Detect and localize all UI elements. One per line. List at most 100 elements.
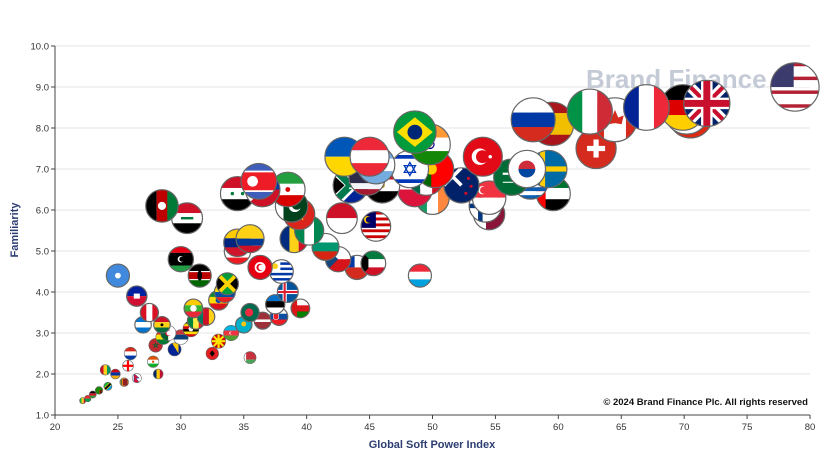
x-tick-label: 75	[742, 422, 753, 433]
flag-bubble-mm	[183, 298, 204, 319]
flag-bubble-id	[325, 202, 358, 235]
y-tick-label: 4.0	[36, 288, 49, 299]
flag-bubble-pe	[139, 302, 160, 323]
y-tick-label: 8.0	[36, 124, 49, 135]
bubble-outline	[623, 84, 670, 131]
x-tick-label: 45	[364, 422, 375, 433]
copyright-note: © 2024 Brand Finance Plc. All rights res…	[603, 397, 808, 408]
bubble-outline	[187, 263, 212, 288]
flag-bubble-bf	[84, 395, 92, 403]
flag-bubble-ne	[147, 355, 160, 368]
x-tick-label: 25	[113, 422, 124, 433]
bubble-outline	[145, 189, 179, 223]
bubble-outline	[126, 285, 148, 307]
data-points	[79, 62, 820, 405]
flag-bubble-np	[131, 373, 142, 384]
x-tick-label: 50	[427, 422, 438, 433]
x-tick-label: 70	[679, 422, 690, 433]
bubble-outline	[223, 325, 240, 341]
flag-bubble-at	[349, 136, 390, 177]
x-tick-label: 40	[301, 422, 312, 433]
flag-bubble-mk	[211, 333, 227, 349]
x-tick-label: 30	[176, 422, 187, 433]
y-tick-labels: 1.0 2.0 3.0 4.0 5.0 6.0 7.0 8.0 9.0 10.0	[31, 42, 55, 422]
flag-bubble-py	[123, 346, 138, 361]
bubble-outline	[683, 79, 731, 128]
bubble-outline	[153, 315, 171, 334]
bubble-outline	[247, 254, 273, 281]
x-tick-label: 60	[553, 422, 564, 433]
bubble-outline	[240, 162, 278, 200]
flag-bubble-so	[105, 263, 131, 288]
flag-bubble-ba	[167, 342, 182, 357]
flag-bubble-mw	[88, 390, 97, 399]
bubble-outline	[243, 351, 257, 364]
y-tick-label: 6.0	[36, 206, 49, 217]
bubble-outline	[147, 355, 160, 368]
flag-bubble-fr	[623, 84, 670, 131]
bubble-outline	[265, 294, 286, 315]
flag-bubble-af	[145, 189, 179, 223]
bubble-outline	[770, 62, 820, 112]
flag-bubble-az	[223, 325, 240, 341]
bubble-outline	[407, 263, 433, 288]
flag-bubble-by	[243, 351, 257, 364]
bubble-outline	[311, 232, 340, 261]
flag-bubble-al	[205, 346, 219, 361]
flag-bubble-ht	[126, 285, 148, 307]
bubble-outline	[290, 298, 311, 319]
bubble-outline	[131, 373, 142, 384]
x-tick-labels: 20 25 30 35 40 45 50 55 60 65 70 75 80	[50, 415, 815, 433]
bubble-outline	[235, 224, 265, 254]
x-tick-label: 20	[50, 422, 61, 433]
flag-bubble-ee	[265, 294, 286, 315]
bubble-outline	[110, 368, 121, 380]
bubble-outline	[360, 210, 392, 242]
flag-bubble-bd	[240, 302, 260, 323]
bubble-outline	[215, 272, 239, 296]
bubble-outline	[566, 88, 613, 135]
bubble-outline	[122, 360, 134, 372]
flag-bubble-ke	[187, 263, 212, 288]
x-tick-label: 35	[238, 422, 249, 433]
flag-bubble-lk	[119, 377, 129, 387]
bubble-outline	[510, 97, 556, 143]
bubble-outline	[349, 136, 390, 177]
bubble-outline	[105, 263, 131, 288]
bubble-outline	[462, 136, 503, 177]
bubble-outline	[167, 245, 195, 273]
bubble-outline	[123, 346, 138, 361]
bubble-outline	[119, 377, 129, 387]
y-tick-label: 3.0	[36, 329, 49, 340]
flag-bubble-kw	[360, 250, 387, 277]
flag-bubble-my	[360, 210, 392, 242]
flag-bubble-ly	[167, 245, 195, 273]
bubble-outline	[393, 110, 437, 154]
bubble-outline	[103, 381, 113, 391]
flag-bubble-kp	[240, 162, 278, 200]
bubble-outline	[507, 149, 547, 189]
flag-bubble-us	[770, 62, 820, 112]
flag-bubble-gb	[683, 79, 731, 128]
y-tick-label: 5.0	[36, 247, 49, 258]
flag-bubble-ge	[122, 360, 134, 372]
flag-bubble-lu	[407, 263, 433, 288]
y-tick-label: 10.0	[31, 42, 50, 53]
x-tick-label: 55	[490, 422, 501, 433]
bubble-outline	[211, 333, 227, 349]
flag-bubble-kr	[507, 149, 547, 189]
bubble-outline	[240, 302, 260, 323]
flag-bubble-is	[276, 280, 299, 304]
y-tick-label: 1.0	[36, 411, 49, 422]
bubble-outline	[139, 302, 160, 323]
y-tick-label: 2.0	[36, 370, 49, 381]
flag-bubble-br	[393, 110, 437, 154]
flag-bubble-jm	[215, 272, 239, 296]
flag-bubble-it	[566, 88, 613, 135]
flag-bubble-tz	[103, 381, 113, 391]
bubble-outline	[167, 342, 182, 357]
bubble-outline	[183, 298, 204, 319]
bubble-outline	[325, 202, 358, 235]
flag-bubble-td	[152, 368, 164, 380]
